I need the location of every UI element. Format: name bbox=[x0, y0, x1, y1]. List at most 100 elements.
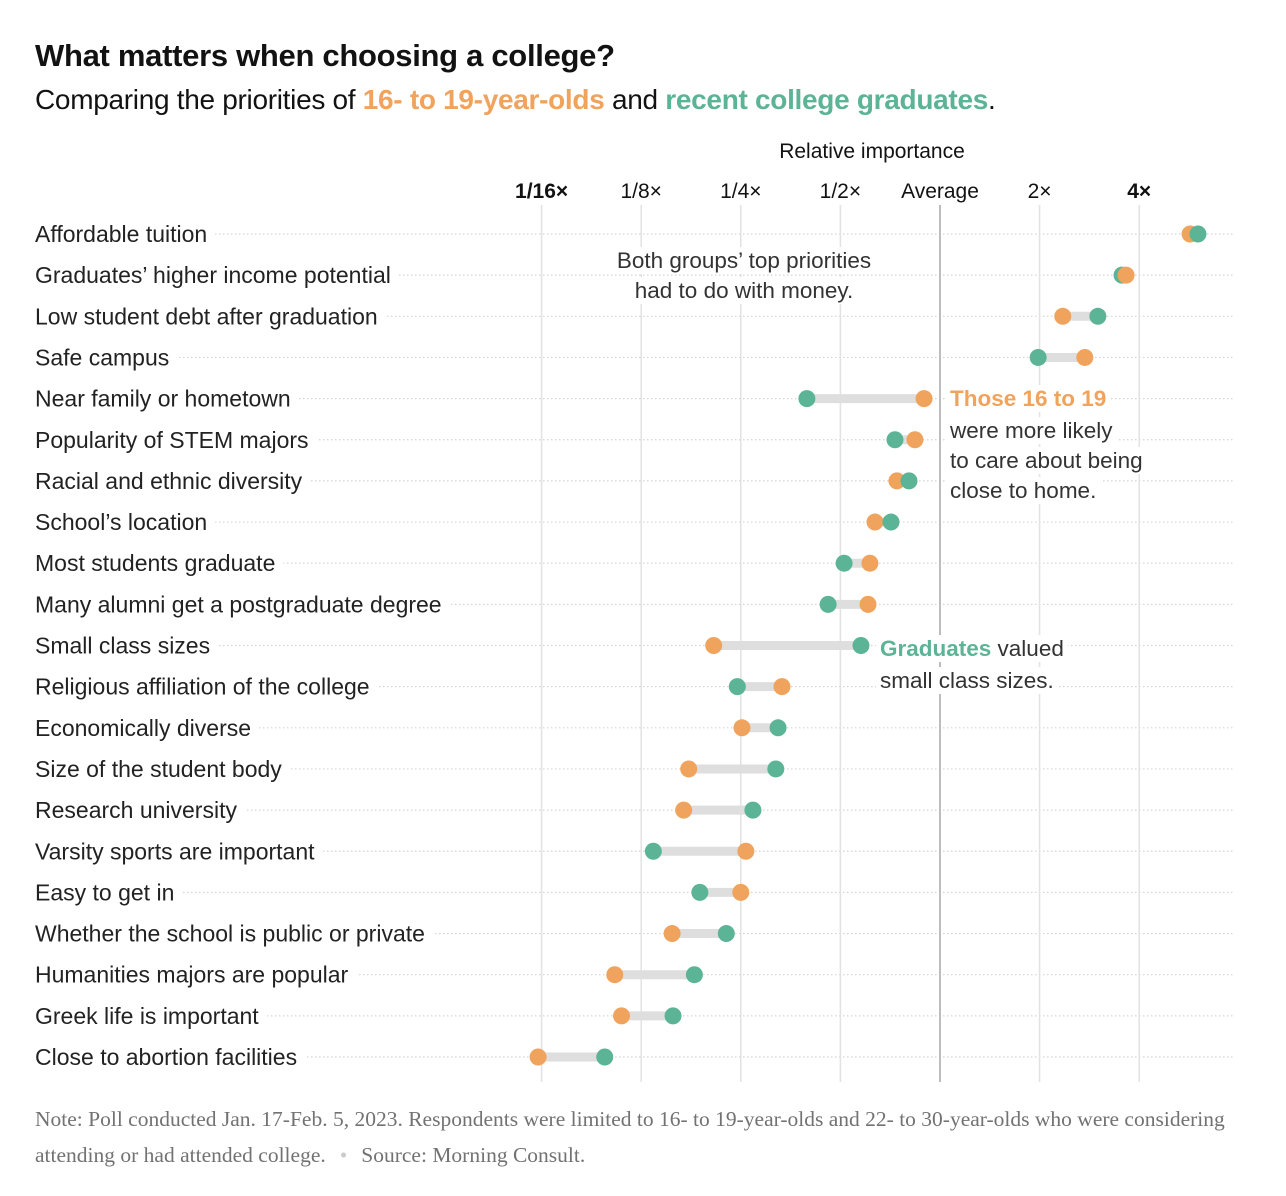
dot-graduates bbox=[644, 842, 662, 860]
category-label: Many alumni get a postgraduate degree bbox=[35, 591, 442, 617]
annotation-backing bbox=[876, 635, 1068, 662]
dot-teens bbox=[733, 719, 751, 737]
dot-graduates bbox=[835, 554, 853, 572]
dot-graduates bbox=[691, 883, 709, 901]
dot-teens bbox=[705, 637, 723, 654]
dot-teens bbox=[866, 513, 884, 531]
legend-teens: 16- to 19-year-olds bbox=[362, 84, 605, 115]
category-label: Close to abortion facilities bbox=[35, 1044, 297, 1070]
label-backing bbox=[33, 591, 450, 618]
dot-teens bbox=[675, 801, 693, 819]
dot-teens bbox=[906, 431, 924, 449]
category-label: Humanities majors are popular bbox=[35, 962, 349, 988]
x-axis-label: Relative importance bbox=[779, 140, 965, 163]
label-backing bbox=[33, 673, 378, 700]
dot-teens bbox=[861, 554, 879, 572]
label-backing bbox=[33, 838, 324, 865]
dot-graduates bbox=[1089, 307, 1107, 325]
category-label: Affordable tuition bbox=[35, 221, 207, 247]
footer-separator: • bbox=[339, 1143, 348, 1167]
dot-graduates bbox=[744, 801, 762, 819]
dot-teens bbox=[529, 1048, 547, 1066]
x-tick-label: 1/8× bbox=[620, 180, 661, 203]
category-label: Popularity of STEM majors bbox=[35, 427, 309, 453]
annotation-graduates-rest: valued bbox=[991, 636, 1064, 661]
label-backing bbox=[33, 262, 399, 289]
dot-teens bbox=[1076, 348, 1094, 366]
footer-note: Note: Poll conducted Jan. 17-Feb. 5, 202… bbox=[35, 1101, 1235, 1173]
label-backing bbox=[33, 797, 246, 824]
category-label: Religious affiliation of the college bbox=[35, 674, 370, 700]
label-backing bbox=[33, 467, 311, 494]
category-label: Near family or hometown bbox=[35, 386, 291, 412]
dot-teens bbox=[737, 842, 755, 860]
label-backing bbox=[33, 221, 216, 247]
label-backing bbox=[33, 755, 291, 782]
x-tick-label: 1/16× bbox=[515, 180, 568, 203]
category-label: Greek life is important bbox=[35, 1003, 259, 1029]
category-label: Graduates’ higher income potential bbox=[35, 262, 391, 288]
dot-graduates bbox=[886, 431, 904, 449]
label-backing bbox=[33, 550, 284, 577]
dot-graduates bbox=[852, 637, 870, 654]
subtitle-prefix: Comparing the priorities of bbox=[35, 84, 363, 115]
x-tick-label: Average bbox=[901, 180, 979, 203]
annotation-money: Both groups’ top priorities bbox=[617, 248, 871, 273]
x-tick-label: 1/2× bbox=[820, 180, 861, 203]
dot-graduates bbox=[882, 513, 900, 531]
source-text: Source: Morning Consult. bbox=[361, 1143, 586, 1167]
annotation-graduates: Graduates valued bbox=[880, 636, 1064, 661]
category-label: School’s location bbox=[35, 509, 207, 535]
label-backing bbox=[33, 509, 216, 536]
category-label: Economically diverse bbox=[35, 715, 251, 741]
annotation-teens: to care about being bbox=[950, 448, 1143, 473]
dot-teens bbox=[773, 678, 791, 696]
category-label: Research university bbox=[35, 797, 237, 823]
category-label: Easy to get in bbox=[35, 879, 174, 905]
label-backing bbox=[33, 344, 178, 371]
label-backing bbox=[33, 426, 317, 453]
legend-graduates: recent college graduates bbox=[665, 84, 988, 115]
category-label: Low student debt after graduation bbox=[35, 303, 378, 329]
annotation-backing bbox=[945, 417, 1118, 444]
annotation-backing bbox=[630, 277, 858, 304]
category-label: Whether the school is public or private bbox=[35, 921, 425, 947]
chart-title: What matters when choosing a college? bbox=[35, 38, 615, 73]
label-backing bbox=[33, 961, 357, 988]
annotation-backing bbox=[946, 385, 1111, 412]
dot-teens bbox=[888, 472, 906, 490]
dot-graduates bbox=[767, 760, 785, 778]
subtitle-middle: and bbox=[604, 84, 666, 115]
annotation-teens-highlight: Those 16 to 19 bbox=[950, 386, 1106, 411]
dot-teens bbox=[859, 595, 877, 613]
dot-teens bbox=[915, 390, 933, 408]
annotation-graduates-highlight: Graduates bbox=[880, 636, 991, 661]
dot-graduates bbox=[596, 1048, 614, 1066]
category-label: Small class sizes bbox=[35, 633, 210, 659]
label-backing bbox=[33, 385, 299, 412]
dot-teens bbox=[732, 883, 750, 901]
label-backing bbox=[33, 879, 183, 906]
dot-teens bbox=[1054, 307, 1072, 325]
annotation-backing bbox=[946, 447, 1147, 474]
dot-graduates bbox=[717, 925, 735, 943]
annotation-backing bbox=[946, 477, 1101, 504]
dot-teens bbox=[663, 925, 681, 943]
dot-graduates bbox=[1189, 225, 1207, 243]
annotation-money: had to do with money. bbox=[635, 278, 853, 303]
category-label: Most students graduate bbox=[35, 550, 275, 576]
dot-graduates bbox=[798, 390, 816, 408]
annotation-teens: close to home. bbox=[950, 478, 1096, 503]
label-backing bbox=[33, 920, 433, 947]
label-backing bbox=[33, 1044, 306, 1070]
dot-graduates bbox=[900, 472, 918, 490]
subtitle-suffix: . bbox=[987, 84, 996, 115]
label-backing bbox=[33, 714, 260, 741]
note-text: Note: Poll conducted Jan. 17-Feb. 5, 202… bbox=[35, 1107, 1225, 1167]
dot-teens bbox=[613, 1007, 631, 1025]
annotation-backing bbox=[876, 667, 1058, 694]
dot-teens bbox=[606, 966, 624, 984]
dot-graduates bbox=[769, 719, 787, 737]
x-tick-label: 4× bbox=[1127, 180, 1151, 203]
